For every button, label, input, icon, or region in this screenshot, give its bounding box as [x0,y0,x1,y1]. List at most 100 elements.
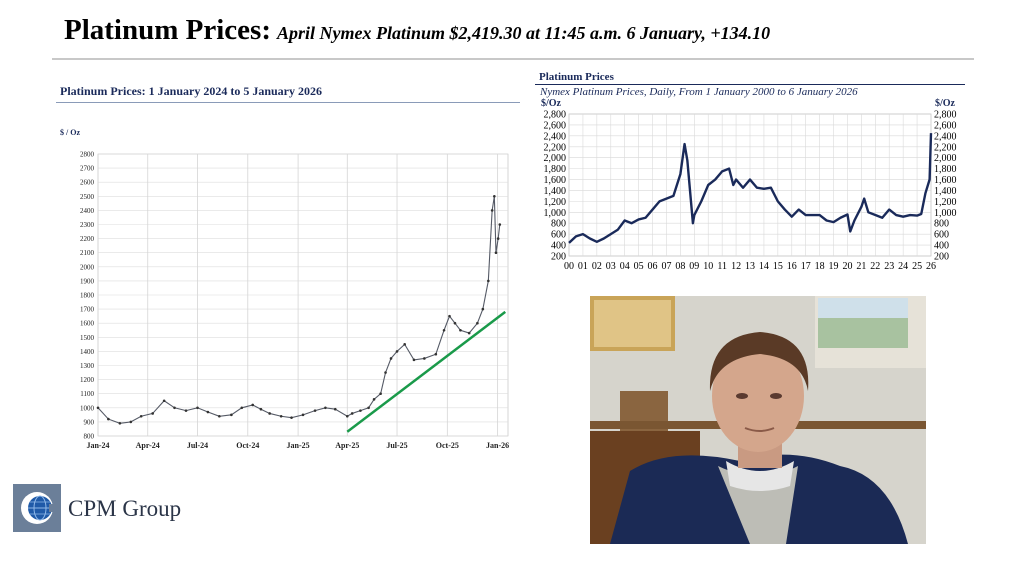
left-price-point [251,403,255,407]
right-y-tick-label-right: 2,800 [934,110,957,121]
left-price-point [490,209,494,212]
left-price-chart: $ / Oz 800 900 1000 1100 1200 1300 1400 1500 160… [60,128,509,450]
right-y-tick-label-left: 800 [551,219,566,230]
left-price-point [345,414,349,418]
left-y-tick-label: 1000 [80,404,95,412]
left-x-tick-label: Jul-25 [386,441,407,450]
left-price-point [151,412,154,415]
left-price-point [434,352,438,356]
right-x-tick-label: 14 [759,261,769,272]
right-x-tick-label: 15 [773,261,783,272]
left-y-tick-label: 2200 [80,235,95,243]
left-y-tick-label: 2500 [80,193,95,201]
right-y-tick-label-right: 600 [934,230,949,241]
left-price-point [453,321,457,325]
right-x-tick-label: 13 [745,261,755,272]
logo-text: CPM Group [68,496,182,521]
right-x-tick-label: 22 [870,261,880,272]
left-y-tick-label: 2100 [80,249,95,257]
left-y-tick-label: 1100 [80,390,94,398]
right-x-tick-label: 06 [648,261,658,272]
right-x-tick-label: 00 [564,261,574,272]
right-x-tick-label: 04 [620,261,630,272]
left-y-tick-label: 1500 [80,334,95,342]
right-x-tick-label: 24 [898,261,908,272]
right-y-tick-label-right: 2,400 [934,131,957,142]
right-y-tick-label-left: 2,800 [544,110,567,121]
right-y-tick-label-left: 1,800 [544,164,567,175]
right-y-tick-label-left: 1,400 [544,186,567,197]
left-y-tick-label: 2800 [80,151,95,159]
left-y-tick-label: 2600 [80,179,95,187]
left-price-point [494,251,498,254]
left-price-point [184,409,188,412]
left-price-point [279,414,283,418]
right-chart-title-rule [535,84,965,85]
left-support-trendline [346,310,507,433]
left-x-tick-label: Oct-24 [236,441,259,450]
presenter-video [590,296,926,544]
left-x-tick-label: Jul-24 [187,441,208,450]
right-x-tick-label: 08 [675,261,685,272]
title-divider [52,58,974,60]
slide-title-subtitle: April Nymex Platinum $2,419.30 at 11:45 … [276,23,771,43]
right-x-tick-label: 07 [661,261,671,272]
right-x-tick-label: 05 [634,261,644,272]
globe-icon [21,492,61,524]
left-price-point [384,371,387,374]
right-y-tick-label-left: 1,600 [544,175,567,186]
right-y-tick-label-left: 2,200 [544,142,567,153]
right-x-tick-label: 02 [592,261,602,272]
right-chart-y-label-right: $/Oz [935,98,956,109]
left-price-point [324,406,327,410]
left-x-tick-label: Apr-24 [136,441,160,450]
left-price-point [448,314,451,318]
left-x-tick-label: Jan-24 [86,441,109,450]
left-price-point [423,357,426,360]
left-price-point [389,357,393,360]
left-price-point [467,331,471,335]
left-y-tick-label: 2000 [80,263,95,271]
right-x-tick-label: 26 [926,261,936,272]
left-price-point [379,392,382,396]
right-x-tick-label: 09 [689,261,699,272]
right-y-tick-label-left: 400 [551,241,566,252]
left-price-point [367,406,370,410]
cpm-logo [13,484,61,532]
left-price-point [301,413,305,417]
left-price-point [218,414,221,418]
right-y-tick-label-right: 1,000 [934,208,957,219]
right-y-tick-label-left: 1,000 [544,208,567,219]
right-y-tick-label-right: 1,200 [934,197,957,208]
left-chart-title: Platinum Prices: 1 January 2024 to 5 Jan… [60,84,322,98]
left-price-point [313,409,317,412]
left-y-tick-label: 2400 [80,207,95,215]
left-price-point [481,307,485,311]
right-x-tick-label: 20 [842,261,852,272]
right-x-tick-label: 16 [787,261,797,272]
left-y-tick-label: 1300 [80,362,95,370]
right-y-tick-label-left: 2,400 [544,131,567,142]
left-price-point [412,358,416,362]
left-price-point [162,399,166,403]
left-y-tick-label: 1400 [80,348,95,356]
left-price-point [196,406,199,410]
right-y-tick-label-left: 600 [551,230,566,241]
left-chart-y-label: $ / Oz [60,128,80,137]
right-chart-subtitle: Nymex Platinum Prices, Daily, From 1 Jan… [540,86,858,98]
left-price-point [333,407,337,411]
left-y-tick-label: 1200 [80,376,95,384]
right-y-tick-label-left: 2,000 [544,153,567,164]
slide-title-main: Platinum Prices: [64,14,271,46]
left-price-point [107,417,110,421]
left-price-point [498,223,502,226]
right-x-tick-label: 01 [578,261,588,272]
left-price-point [350,412,354,415]
left-price-point [493,195,496,198]
left-price-point [139,414,143,418]
right-y-tick-label-right: 400 [934,241,949,252]
left-price-point [290,416,293,419]
right-y-tick-label-right: 2,200 [934,142,957,153]
right-y-tick-label-right: 1,800 [934,164,957,175]
right-x-tick-label: 12 [731,261,741,272]
